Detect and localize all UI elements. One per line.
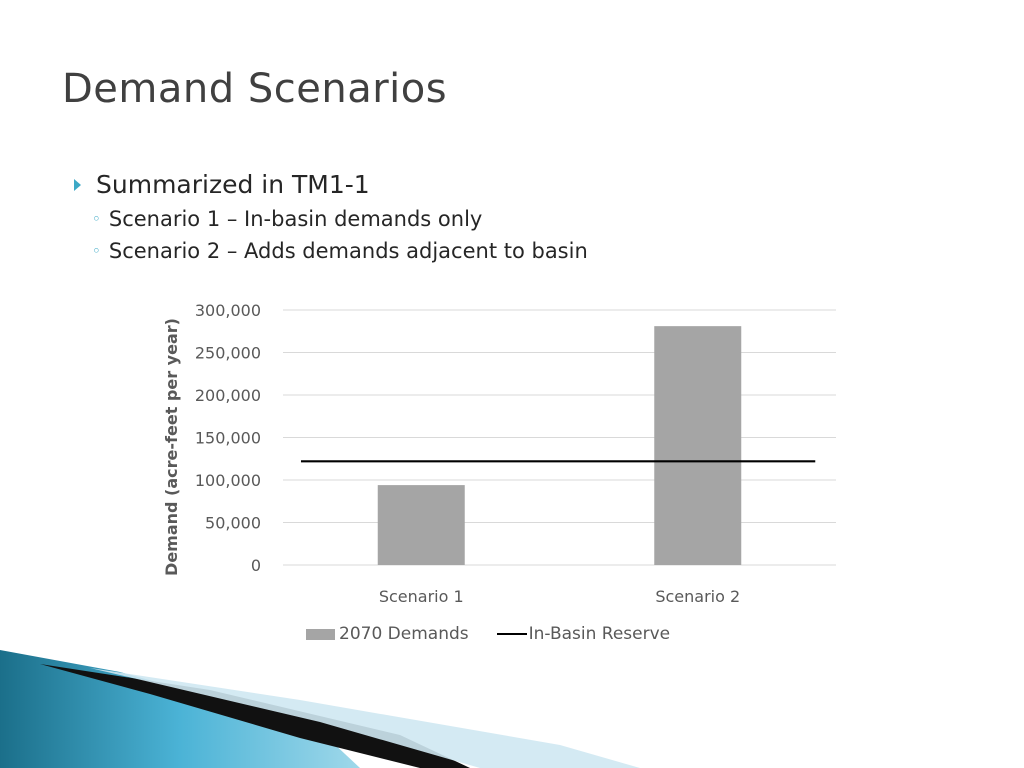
legend-line-swatch: [496, 633, 527, 635]
chart-tick-labels: 0 50,000 100,000 150,000 200,000 250,000 300,0…: [195, 301, 740, 606]
sub-bullet-text: Scenario 2 – Adds demands adjacent to ba…: [108, 239, 588, 263]
y-tick-label: 250,000: [195, 344, 261, 363]
y-tick-label: 300,000: [195, 301, 261, 320]
sub-bullet-item: ◦ Scenario 1 – In-basin demands only: [92, 207, 588, 231]
chart-legend: 2070 Demands In-Basin Reserve: [306, 624, 670, 644]
circle-bullet-icon: ◦: [92, 210, 101, 228]
chart-bars: [377, 326, 742, 565]
sub-bullet-text: Scenario 1 – In-basin demands only: [108, 207, 483, 231]
black-wave: [40, 664, 470, 768]
teal-wave: [0, 650, 360, 768]
triangle-bullet-icon: [74, 178, 81, 191]
light-wave: [90, 668, 640, 768]
x-tick-label: Scenario 2: [655, 587, 740, 606]
y-tick-label: 0: [251, 556, 261, 575]
slide-title: Demand Scenarios: [62, 66, 448, 112]
legend-label-demands: 2070 Demands: [339, 624, 469, 644]
sub-bullet-item: ◦ Scenario 2 – Adds demands adjacent to …: [92, 239, 588, 263]
bar: [654, 326, 742, 565]
y-tick-label: 50,000: [205, 514, 261, 533]
legend-bar-swatch: [306, 628, 335, 640]
legend-label-reserve: In-Basin Reserve: [528, 624, 671, 644]
bullet-item: Summarized in TM1-1: [70, 170, 588, 199]
bullet-list: Summarized in TM1-1 ◦ Scenario 1 – In-ba…: [70, 170, 588, 263]
y-tick-label: 200,000: [195, 386, 261, 405]
y-tick-label: 100,000: [195, 471, 261, 490]
y-axis-title: Demand (acre-feet per year): [162, 318, 181, 576]
chart-gridlines: [283, 309, 836, 566]
y-tick-label: 150,000: [195, 429, 261, 448]
bar: [377, 485, 465, 565]
bullet-text: Summarized in TM1-1: [96, 170, 370, 199]
circle-bullet-icon: ◦: [92, 242, 101, 260]
x-tick-label: Scenario 1: [379, 587, 464, 606]
